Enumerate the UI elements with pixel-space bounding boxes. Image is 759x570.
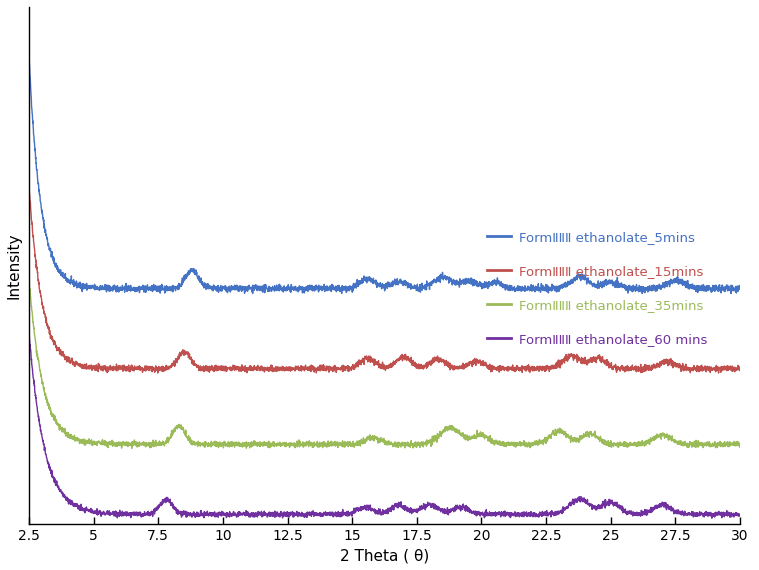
FormⅡⅡⅡ ethanolate_35mins — [24, 275, 33, 282]
FormⅡⅡⅡ ethanolate_5mins — [24, 51, 33, 58]
FormⅡⅡⅡ ethanolate_60 mins — [476, 509, 485, 516]
FormⅡⅡⅡ ethanolate_35mins — [128, 445, 137, 452]
FormⅡⅡⅡ ethanolate_5mins — [735, 286, 745, 292]
FormⅡⅡⅡ ethanolate_35mins — [173, 424, 182, 431]
FormⅡⅡⅡ ethanolate_5mins — [726, 290, 735, 297]
FormⅡⅡⅡ ethanolate_15mins — [282, 364, 291, 371]
FormⅡⅡⅡ ethanolate_60 mins — [681, 511, 690, 518]
FormⅡⅡⅡ ethanolate_35mins — [681, 440, 690, 447]
Legend: FormⅡⅡⅡ ethanolate_5mins, FormⅡⅡⅡ ethanolate_15mins, FormⅡⅡⅡ ethanolate_35mins, : FormⅡⅡⅡ ethanolate_5mins, FormⅡⅡⅡ ethano… — [487, 230, 707, 346]
FormⅡⅡⅡ ethanolate_15mins — [477, 359, 486, 365]
FormⅡⅡⅡ ethanolate_15mins — [173, 356, 182, 363]
FormⅡⅡⅡ ethanolate_5mins — [282, 287, 291, 294]
FormⅡⅡⅡ ethanolate_5mins — [446, 276, 455, 283]
FormⅡⅡⅡ ethanolate_5mins — [360, 276, 369, 283]
Line: FormⅡⅡⅡ ethanolate_5mins: FormⅡⅡⅡ ethanolate_5mins — [29, 55, 740, 294]
FormⅡⅡⅡ ethanolate_35mins — [24, 275, 33, 282]
Y-axis label: Intensity: Intensity — [7, 232, 22, 299]
FormⅡⅡⅡ ethanolate_60 mins — [446, 506, 455, 513]
FormⅡⅡⅡ ethanolate_60 mins — [735, 511, 745, 518]
FormⅡⅡⅡ ethanolate_60 mins — [707, 515, 716, 522]
FormⅡⅡⅡ ethanolate_15mins — [24, 181, 33, 188]
FormⅡⅡⅡ ethanolate_35mins — [361, 437, 370, 444]
FormⅡⅡⅡ ethanolate_35mins — [735, 440, 745, 447]
FormⅡⅡⅡ ethanolate_5mins — [476, 282, 485, 289]
FormⅡⅡⅡ ethanolate_5mins — [681, 279, 690, 286]
FormⅡⅡⅡ ethanolate_15mins — [153, 369, 162, 376]
FormⅡⅡⅡ ethanolate_15mins — [360, 355, 369, 362]
FormⅡⅡⅡ ethanolate_35mins — [282, 443, 291, 450]
FormⅡⅡⅡ ethanolate_35mins — [477, 432, 486, 439]
Line: FormⅡⅡⅡ ethanolate_60 mins: FormⅡⅡⅡ ethanolate_60 mins — [29, 331, 740, 518]
FormⅡⅡⅡ ethanolate_60 mins — [282, 509, 291, 516]
FormⅡⅡⅡ ethanolate_60 mins — [360, 502, 369, 509]
FormⅡⅡⅡ ethanolate_15mins — [681, 367, 690, 373]
FormⅡⅡⅡ ethanolate_5mins — [173, 283, 182, 290]
Line: FormⅡⅡⅡ ethanolate_15mins: FormⅡⅡⅡ ethanolate_15mins — [29, 185, 740, 373]
FormⅡⅡⅡ ethanolate_60 mins — [24, 328, 33, 335]
FormⅡⅡⅡ ethanolate_60 mins — [173, 508, 182, 515]
X-axis label: 2 Theta ( θ): 2 Theta ( θ) — [340, 548, 429, 563]
Line: FormⅡⅡⅡ ethanolate_35mins: FormⅡⅡⅡ ethanolate_35mins — [29, 278, 740, 449]
FormⅡⅡⅡ ethanolate_35mins — [447, 423, 456, 430]
FormⅡⅡⅡ ethanolate_15mins — [446, 365, 455, 372]
FormⅡⅡⅡ ethanolate_15mins — [735, 365, 745, 372]
